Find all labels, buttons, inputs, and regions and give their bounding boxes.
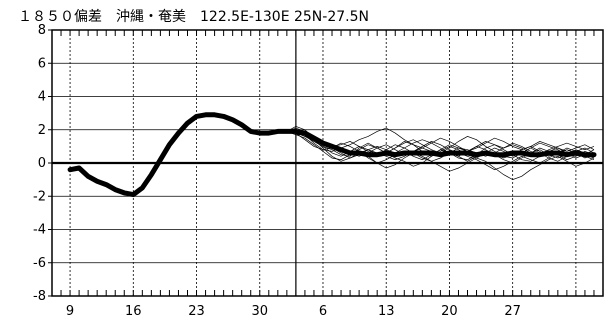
y-tick-label: 6 bbox=[38, 56, 46, 71]
x-tick-label: 30 bbox=[251, 304, 268, 319]
y-tick-label: -8 bbox=[33, 289, 46, 304]
x-tick-label: 20 bbox=[441, 304, 458, 319]
ensemble-member-line bbox=[286, 127, 595, 180]
y-tick-label: 2 bbox=[38, 123, 46, 138]
y-tick-label: -2 bbox=[33, 189, 46, 204]
x-tick-label: 9 bbox=[66, 304, 74, 319]
ensemble-member-line bbox=[286, 131, 595, 164]
y-tick-label: 4 bbox=[38, 90, 46, 105]
y-tick-label: 0 bbox=[38, 156, 46, 171]
y-tick-label: -4 bbox=[33, 223, 46, 238]
x-tick-label: 6 bbox=[319, 304, 327, 319]
series-line bbox=[67, 112, 597, 198]
x-tick-label: 13 bbox=[378, 304, 395, 319]
plot-frame bbox=[51, 29, 604, 297]
x-tick-label: 16 bbox=[125, 304, 142, 319]
x-tick-label: 27 bbox=[504, 304, 521, 319]
y-tick-label: -6 bbox=[33, 256, 46, 271]
series bbox=[67, 112, 597, 198]
grid bbox=[52, 29, 603, 297]
axes bbox=[48, 29, 604, 297]
y-tick-label: 8 bbox=[38, 23, 46, 38]
x-tick-label: 23 bbox=[188, 304, 205, 319]
chart-title: １８５０偏差 沖縄・奄美 122.5E-130E 25N-27.5N bbox=[18, 9, 369, 25]
